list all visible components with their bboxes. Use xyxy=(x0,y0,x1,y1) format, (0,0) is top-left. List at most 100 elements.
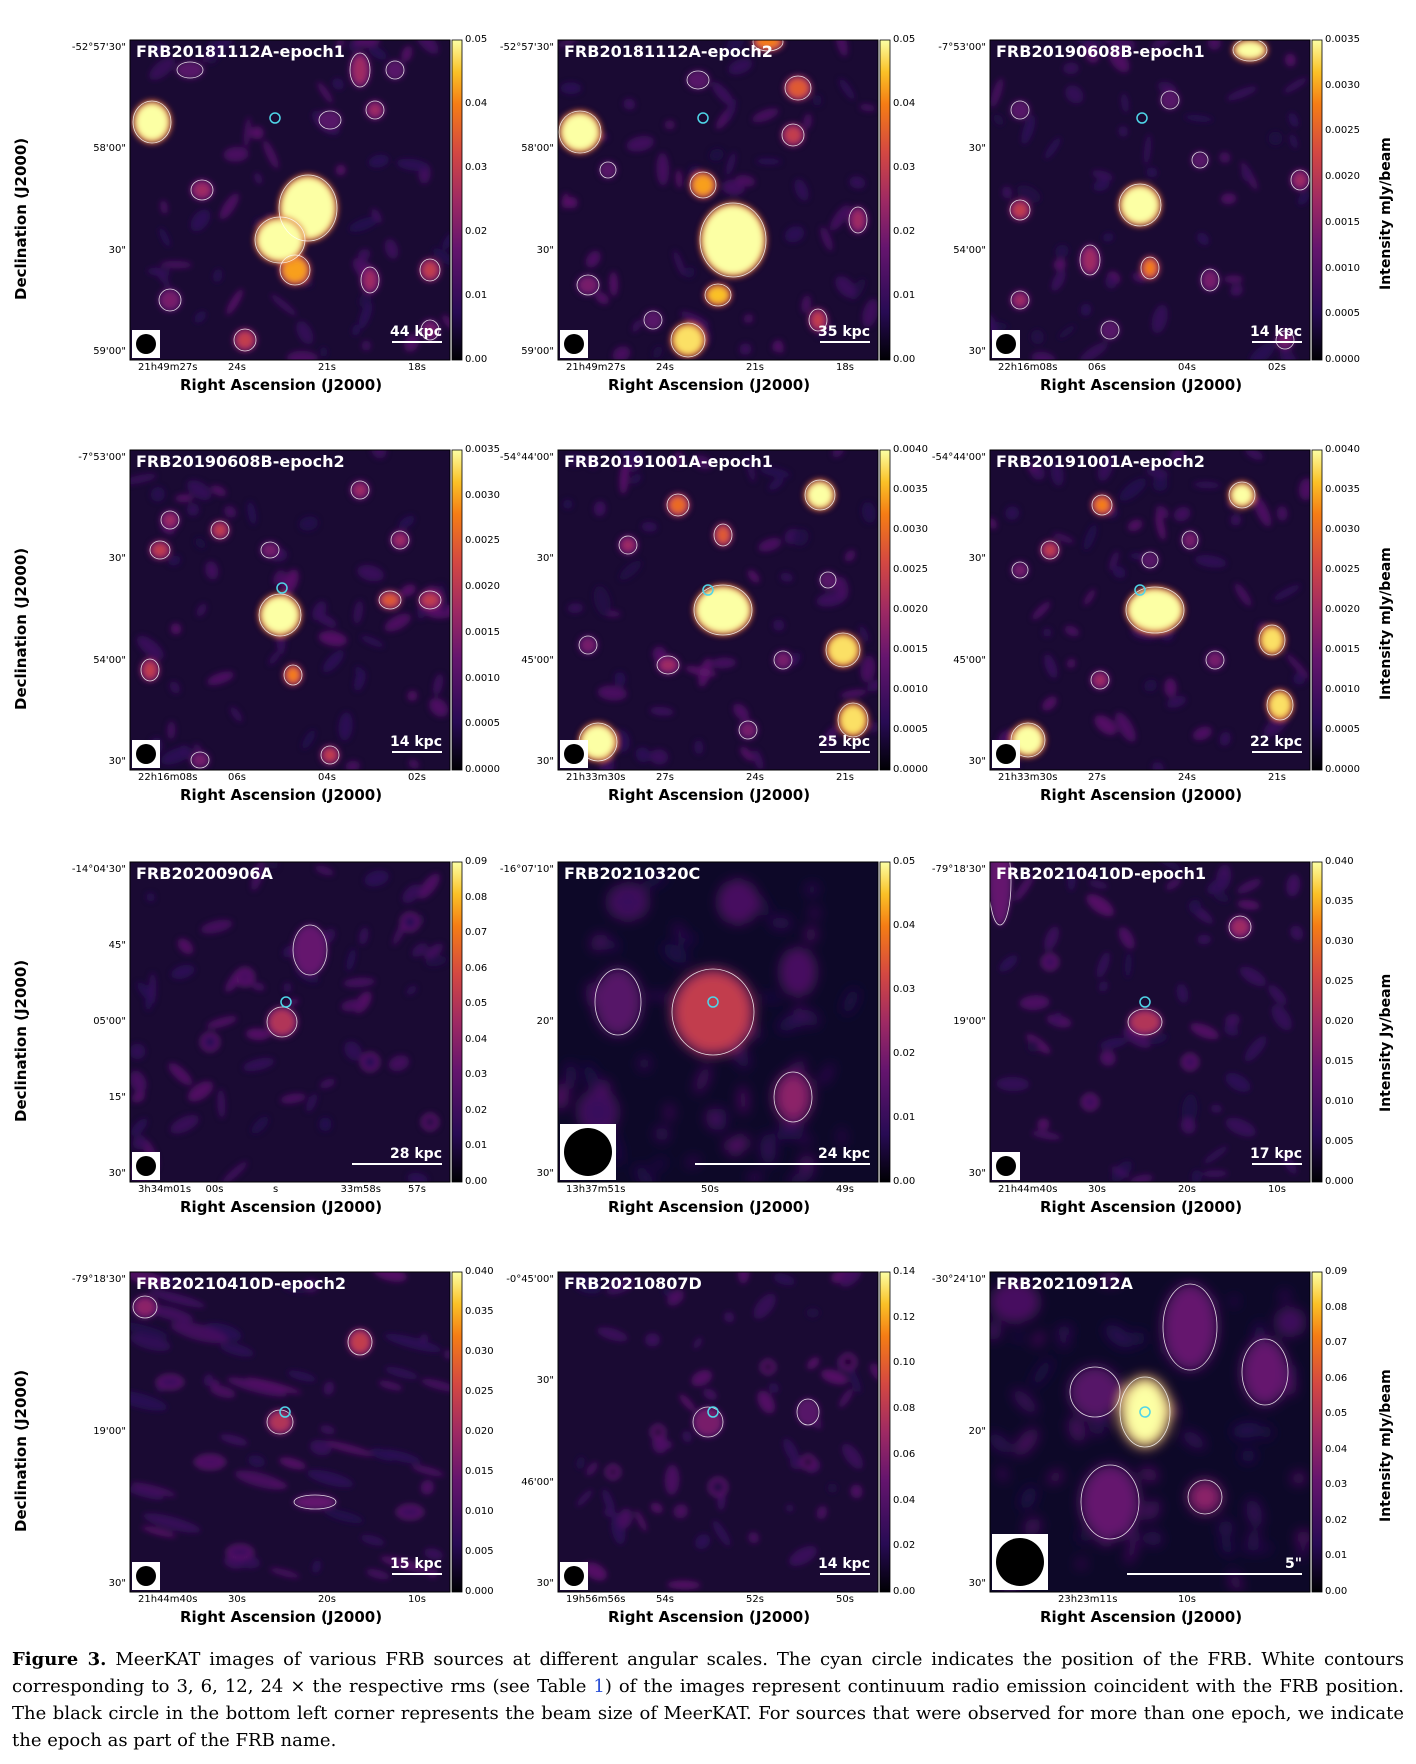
x-tick-label: 04s xyxy=(318,772,336,783)
noise-blob xyxy=(613,729,630,752)
noise-blob xyxy=(211,485,227,497)
noise-blob xyxy=(244,116,251,149)
noise-blob xyxy=(219,1434,248,1446)
frb-position-marker xyxy=(707,996,719,1008)
noise-blob xyxy=(573,1277,602,1294)
colorbar-tick-label: 0.0030 xyxy=(893,524,928,535)
x-tick-label: 22h16m08s xyxy=(998,362,1058,373)
x-tick-label: 10s xyxy=(408,1594,426,1605)
noise-blob xyxy=(728,58,753,75)
contour-line xyxy=(819,571,837,589)
table-reference-link[interactable]: 1 xyxy=(593,1676,605,1697)
x-tick-label: 21h44m40s xyxy=(138,1594,198,1605)
colorbar-tick-label: 0.00 xyxy=(465,354,488,365)
radio-image-p1 xyxy=(129,39,463,361)
noise-blob xyxy=(725,152,736,177)
panel-title: FRB20191001A-epoch2 xyxy=(996,452,1205,471)
noise-blob xyxy=(679,1394,696,1412)
noise-blob xyxy=(1225,1013,1240,1028)
colorbar-tick-label: 0.08 xyxy=(1325,1301,1348,1313)
emission-source xyxy=(784,952,812,992)
noise-blob xyxy=(1260,1425,1273,1440)
contour-line xyxy=(825,632,861,668)
noise-blob xyxy=(753,749,764,770)
frb-position-marker xyxy=(697,112,709,124)
contour-line xyxy=(837,702,869,738)
x-tick-label: 21s xyxy=(318,362,336,373)
noise-blob xyxy=(602,1488,615,1514)
emission-source xyxy=(697,588,749,632)
noise-blob xyxy=(850,1484,863,1499)
emission-source xyxy=(1013,203,1027,217)
panel-p2: FRB20181112A-epoch2 35 kpc -52°57'30" 58'00… xyxy=(438,30,915,410)
emission-source xyxy=(1084,1468,1136,1536)
y-tick-label: 30" xyxy=(108,756,126,767)
noise-blob xyxy=(1193,481,1221,489)
noise-blob xyxy=(1155,512,1166,541)
noise-blob xyxy=(1219,151,1231,163)
colorbar-tick-label: 0.0015 xyxy=(1325,644,1360,655)
noise-blob xyxy=(221,1161,248,1182)
noise-blob xyxy=(1063,62,1079,75)
colorbar-tick-label: 0.00 xyxy=(893,1586,916,1597)
noise-blob xyxy=(583,1562,607,1581)
noise-blob xyxy=(200,919,233,934)
noise-blob xyxy=(694,740,704,755)
emission-source xyxy=(995,1286,1035,1318)
noise-blob xyxy=(1119,478,1147,501)
noise-blob xyxy=(224,505,237,518)
noise-blob xyxy=(150,486,165,502)
contour-line xyxy=(258,593,302,637)
noise-blob xyxy=(759,466,791,478)
noise-blob xyxy=(1118,125,1128,137)
scale-bar-label: 25 kpc xyxy=(818,734,870,750)
panel-title: FRB20190608B-epoch1 xyxy=(996,42,1205,61)
scale-bar-label: 5" xyxy=(1284,1556,1302,1572)
noise-blob xyxy=(566,453,583,466)
x-tick-label: 18s xyxy=(408,362,426,373)
radio-image-p9 xyxy=(989,861,1323,1183)
scale-bar-label: 24 kpc xyxy=(818,1146,870,1162)
noise-blob xyxy=(565,1062,576,1090)
noise-blob xyxy=(597,685,628,701)
contour-line xyxy=(1181,530,1199,550)
y-tick-label: 30" xyxy=(108,244,126,256)
contour-line xyxy=(808,308,828,332)
emission-source xyxy=(425,1117,435,1127)
panel-p12: FRB20210912A 5" -30°24'10" 20" 30" 23h23m11s 1… xyxy=(870,1262,1394,1642)
noise-blob xyxy=(1057,1326,1068,1349)
noise-blob xyxy=(783,1438,800,1464)
noise-blob xyxy=(341,999,364,1012)
noise-blob xyxy=(1053,258,1066,271)
noise-blob xyxy=(1226,86,1258,101)
x-axis-label: Right Ascension (J2000) xyxy=(608,786,811,804)
contour-line xyxy=(618,535,638,555)
noise-blob xyxy=(649,749,669,765)
noise-blob xyxy=(302,729,316,749)
colorbar xyxy=(451,861,463,1183)
contour-line xyxy=(804,479,836,511)
panel-p11: FRB20210807D 14 kpc -0°45'00" 30" 46'00" 30" 1… xyxy=(438,1262,915,1642)
noise-blob xyxy=(432,248,450,266)
noise-blob xyxy=(283,982,292,993)
y-tick-label: 59'00" xyxy=(93,346,126,357)
noise-blob xyxy=(1220,1537,1233,1556)
noise-blob xyxy=(254,172,263,185)
emission-source xyxy=(1209,654,1221,666)
noise-blob xyxy=(206,40,234,58)
emission-source xyxy=(194,183,210,197)
noise-blob xyxy=(1111,1166,1130,1178)
colorbar-tick-label: 0.06 xyxy=(465,962,488,974)
noise-blob xyxy=(384,1366,419,1380)
noise-blob xyxy=(794,179,809,201)
noise-blob xyxy=(1151,304,1168,334)
noise-blob xyxy=(319,1117,332,1132)
radio-image-p7 xyxy=(129,861,463,1183)
colorbar-tick-label: 0.0015 xyxy=(465,626,500,638)
noise-blob xyxy=(324,1508,364,1524)
colorbar-tick-label: 0.08 xyxy=(893,1403,916,1415)
colorbar-tick-label: 0.02 xyxy=(893,1048,916,1059)
y-tick-label: 54'00" xyxy=(953,244,986,256)
noise-blob xyxy=(723,1138,750,1151)
noise-blob xyxy=(1083,589,1096,606)
